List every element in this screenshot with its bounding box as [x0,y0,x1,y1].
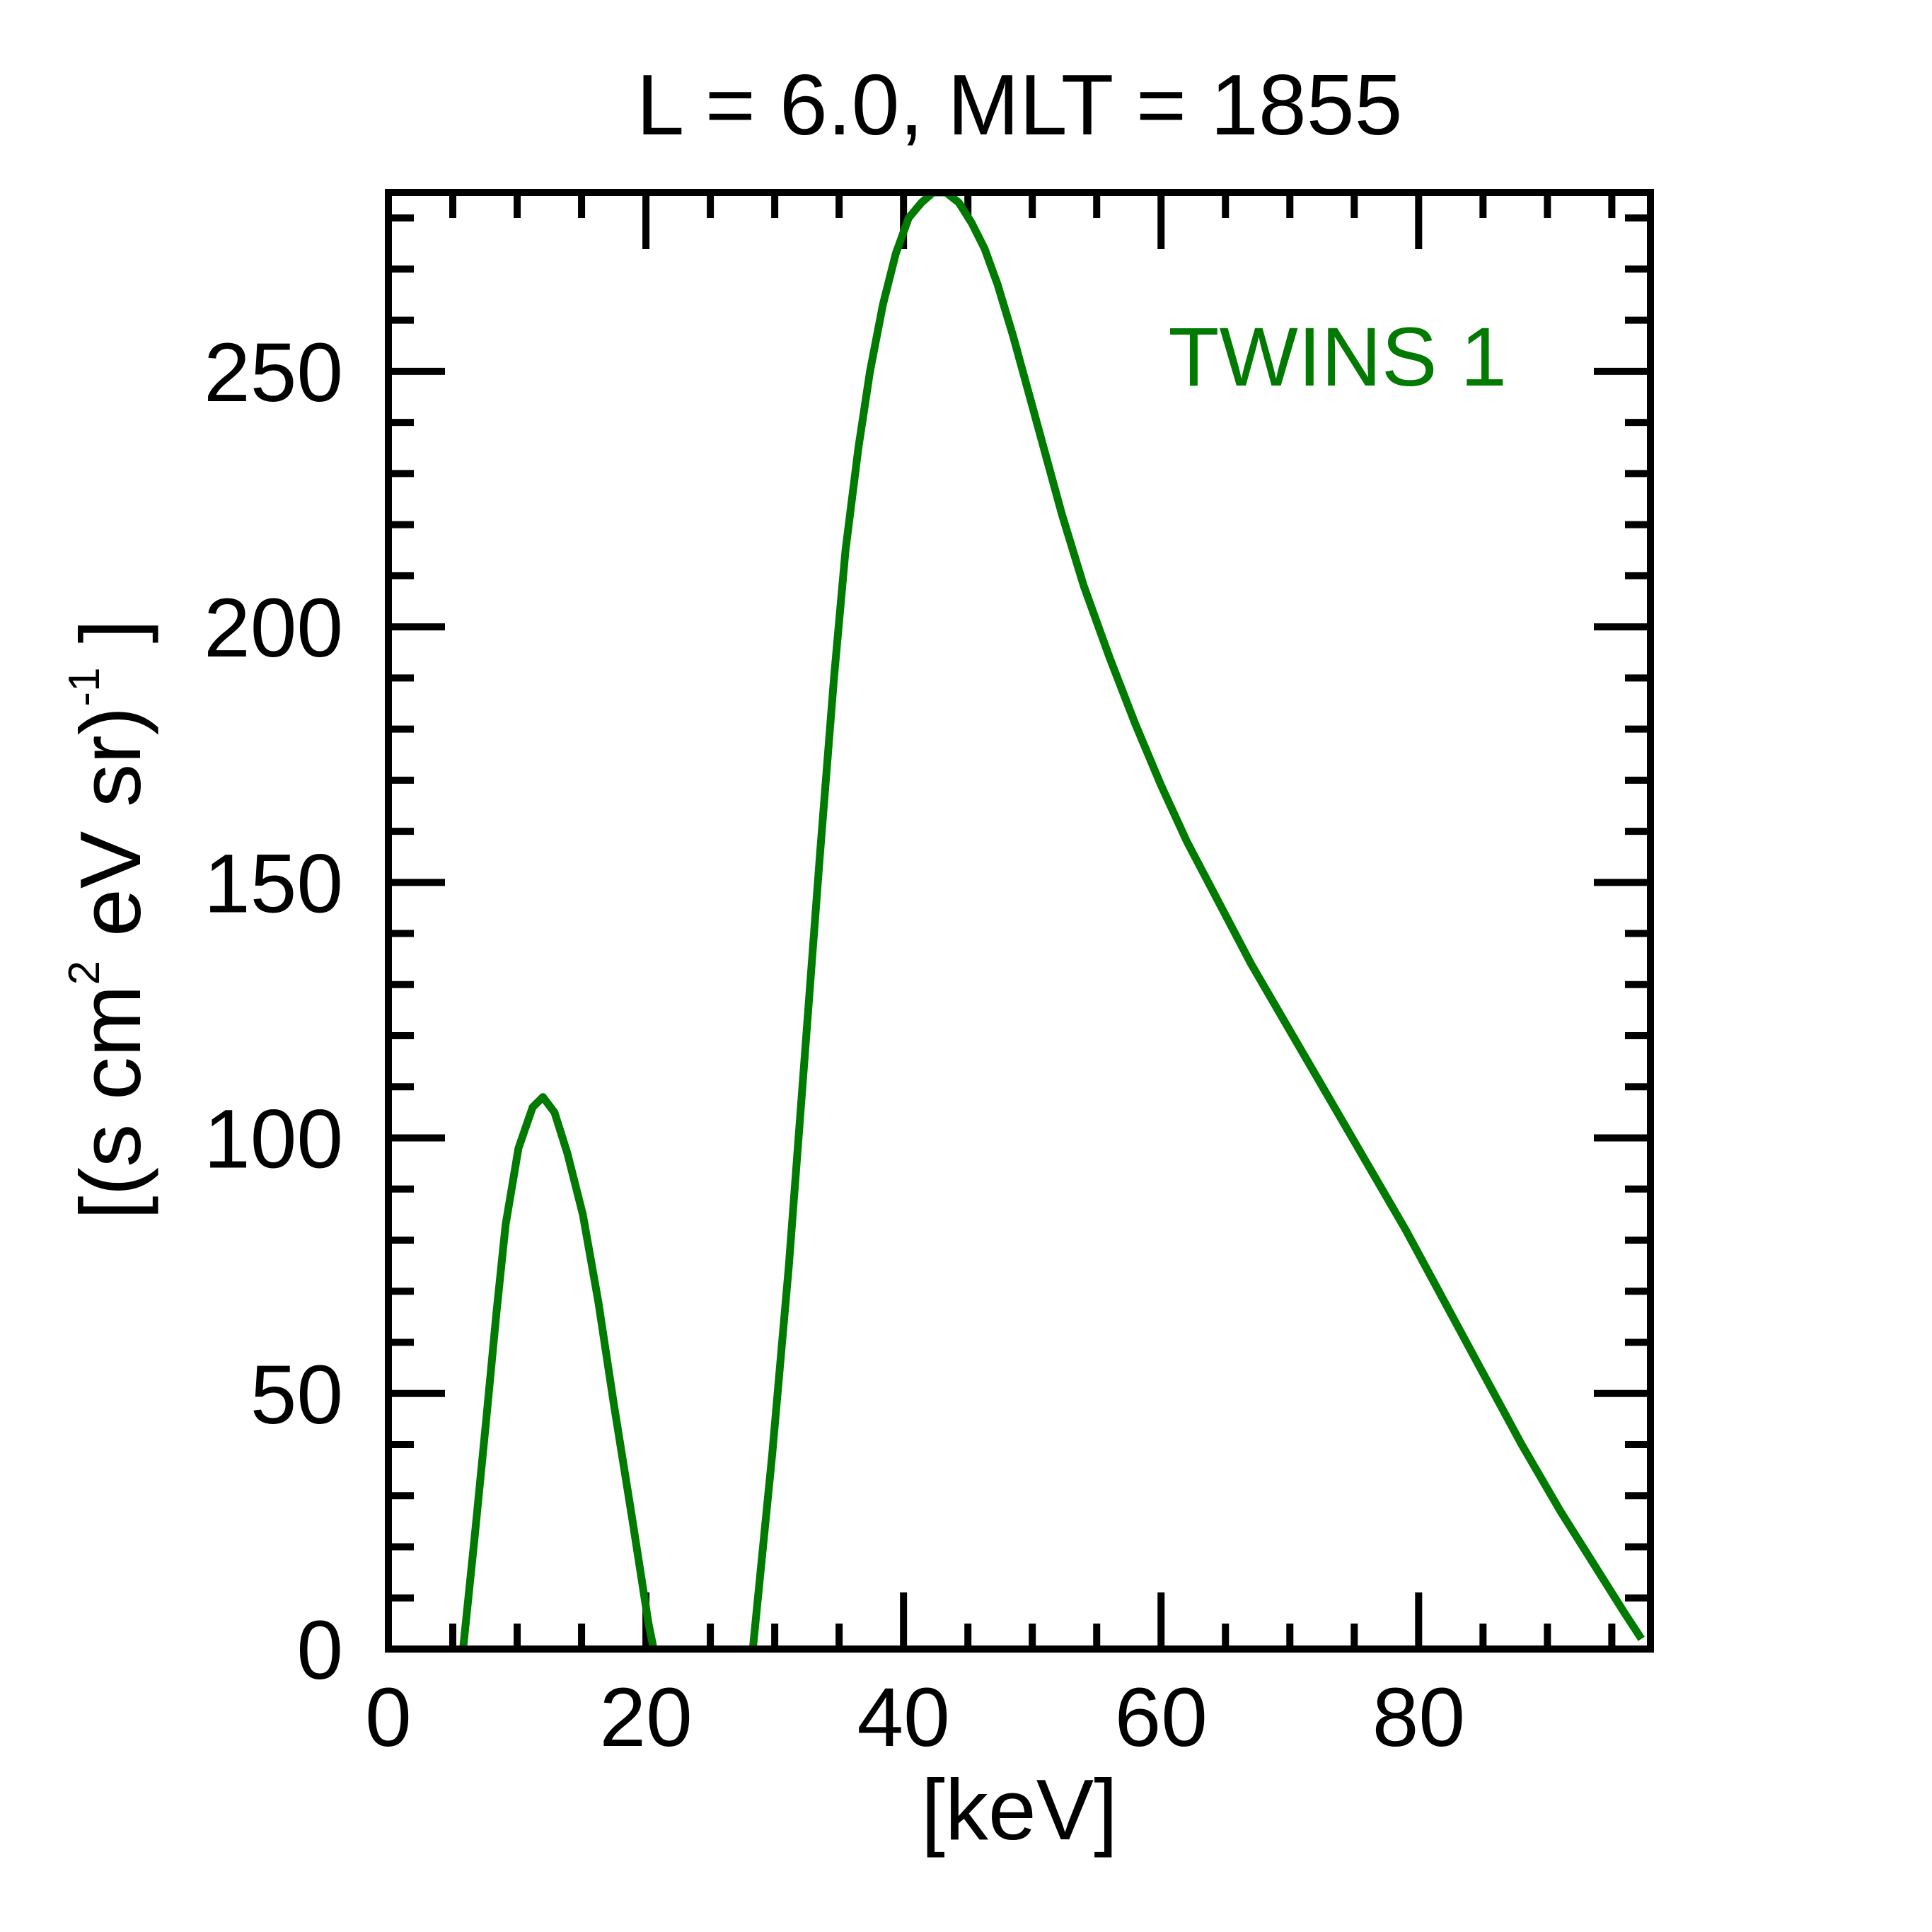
x-tick-label: 40 [857,1671,950,1764]
y-tick-label: 150 [204,837,343,930]
x-tick-label: 60 [1115,1671,1208,1764]
y-axis-label-close: ] [62,620,158,668]
y-axis-label-open: [(s cm [62,985,158,1220]
y-axis-label: [(s cm2 eV sr)-1 ] [60,620,158,1220]
y-tick-label: 0 [296,1604,343,1697]
series-line-twins-1-segment-2 [748,192,1645,1649]
y-tick-labels: 0 50 100 150 200 250 [204,326,343,1697]
y-axis-label-exponent-2: 2 [60,961,109,985]
x-tick-label: 80 [1372,1671,1465,1764]
y-axis-label-exponent-minus-1: -1 [60,667,109,706]
series-layer [459,192,1645,1649]
y-tick-label: 250 [204,326,343,420]
series-line-twins-1-segment-1 [459,1093,658,1649]
x-axis-label: [keV] [921,1762,1118,1858]
x-tick-label: 0 [365,1671,412,1764]
minor-ticks [388,192,1650,1649]
y-axis-label-mid: eV sr) [62,707,158,961]
major-ticks [385,192,1650,1653]
legend-entry-twins-1: TWINS 1 [1168,311,1507,404]
y-tick-label: 50 [250,1348,343,1442]
y-tick-label: 200 [204,582,343,675]
x-tick-label: 20 [599,1671,692,1764]
x-tick-labels: 0 20 40 60 80 [365,1671,1465,1764]
plot-frame [385,189,1654,1653]
y-tick-label: 100 [204,1093,343,1186]
chart-title: L = 6.0, MLT = 1855 [637,57,1403,153]
